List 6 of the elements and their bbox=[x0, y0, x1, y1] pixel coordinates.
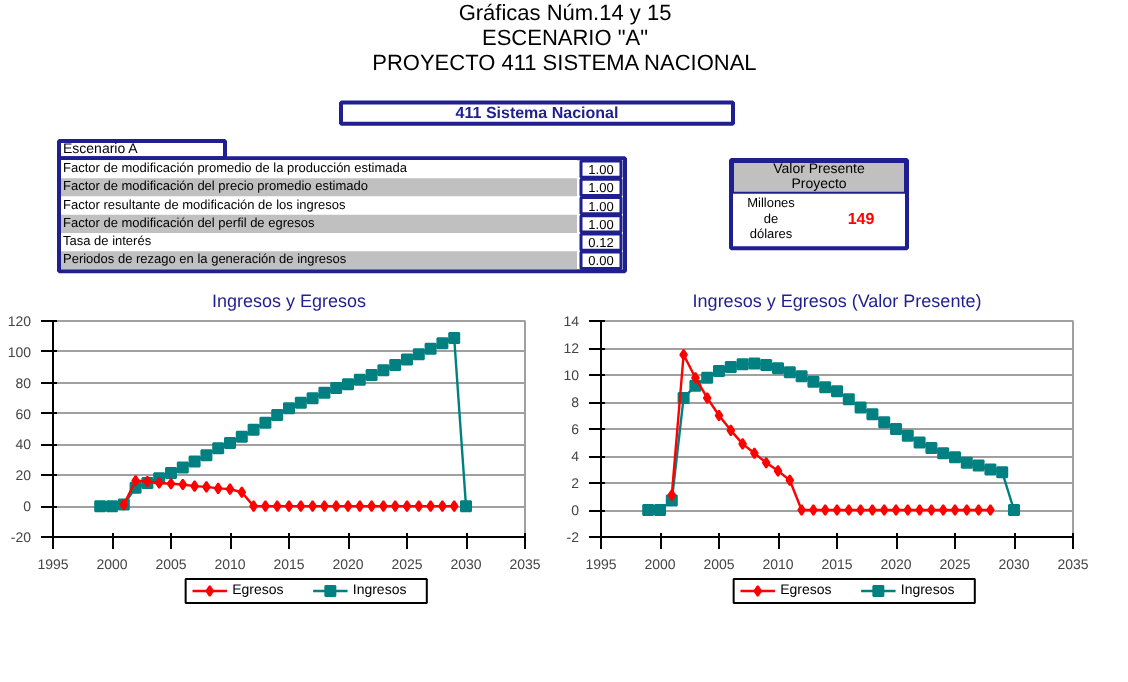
text: Gráficas Núm.14 y 15 bbox=[458, 2, 672, 27]
text: ESCENARIO "A" PROYECTO 411 SISTEMA NACIONAL bbox=[372, 27, 757, 77]
text: 149 bbox=[847, 209, 876, 228]
chart-title: Ingresos y Egresos (Valor Presente) bbox=[692, 291, 982, 311]
text: 411 Sistema Nacional bbox=[455, 104, 619, 123]
chart-title: Ingresos y Egresos bbox=[211, 291, 368, 311]
